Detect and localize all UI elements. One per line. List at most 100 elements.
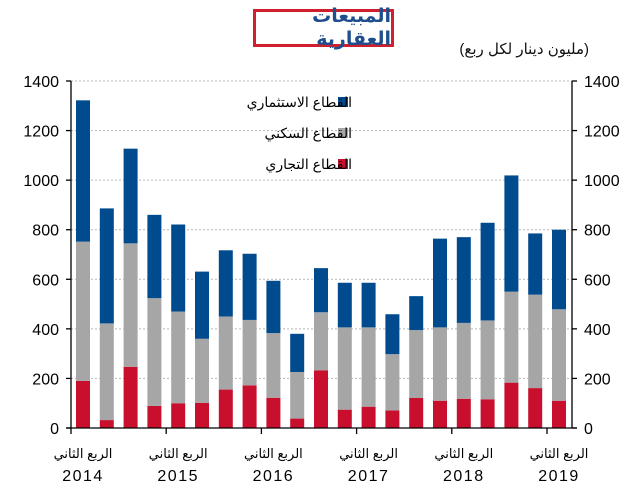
bar-segment-commercial bbox=[218, 389, 233, 428]
bar-segment-commercial bbox=[99, 420, 114, 428]
x-tick-label-year: 2015 bbox=[157, 468, 199, 485]
bar-segment-residential bbox=[385, 354, 400, 411]
bar-segment-investment bbox=[290, 333, 305, 372]
bar-segment-investment bbox=[480, 222, 495, 321]
bar-segment-residential bbox=[433, 327, 447, 401]
bar-segment-commercial bbox=[123, 366, 138, 428]
legend-swatch-investment bbox=[338, 97, 348, 107]
x-tick-label-quarter: الربع الثاني bbox=[339, 446, 398, 462]
bar-segment-investment bbox=[99, 208, 114, 324]
bar-segment-commercial bbox=[480, 399, 495, 428]
bar-segment-residential bbox=[361, 327, 376, 407]
y-tick-label-left: 1400 bbox=[23, 74, 59, 91]
bar-segment-commercial bbox=[266, 397, 281, 428]
bar-segment-investment bbox=[528, 233, 543, 295]
legend-swatch-commercial bbox=[338, 159, 348, 169]
chart-title: المبيعات العقارية bbox=[312, 6, 391, 50]
bar-segment-residential bbox=[171, 311, 186, 404]
y-tick-label-right: 400 bbox=[584, 322, 611, 339]
bars bbox=[76, 100, 566, 428]
bar-segment-commercial bbox=[552, 400, 566, 428]
y-tick-label-left: 0 bbox=[50, 421, 59, 438]
x-tick-label-year: 2017 bbox=[348, 468, 390, 485]
bar-segment-residential bbox=[290, 371, 305, 419]
bar-segment-investment bbox=[314, 268, 328, 313]
y-tick-label-right: 1400 bbox=[584, 74, 620, 91]
bar-segment-residential bbox=[218, 316, 233, 390]
legend-label-commercial: القطاع التجاري bbox=[265, 156, 352, 173]
bar-segment-residential bbox=[409, 330, 424, 399]
legend-label-residential: القطاع السكني bbox=[265, 125, 353, 142]
bar-segment-investment bbox=[123, 148, 138, 244]
bar-segment-commercial bbox=[290, 418, 305, 428]
x-tick-label-quarter: الربع الثاني bbox=[244, 446, 303, 462]
bar-segment-residential bbox=[552, 309, 566, 401]
bar-segment-commercial bbox=[385, 410, 400, 428]
bar-segment-investment bbox=[76, 100, 90, 242]
bar-segment-investment bbox=[218, 250, 233, 317]
y-tick-label-right: 200 bbox=[584, 371, 611, 388]
legend: القطاع الاستثماري القطاع السكني القطاع الت… bbox=[247, 94, 352, 173]
bar-segment-commercial bbox=[314, 370, 328, 428]
y-tick-label-left: 600 bbox=[32, 272, 59, 289]
bar-segment-investment bbox=[147, 214, 162, 299]
bar-segment-investment bbox=[409, 296, 424, 331]
x-tick-label-year: 2019 bbox=[538, 468, 580, 485]
x-tick-label-quarter: الربع الثاني bbox=[149, 446, 208, 462]
x-tick-label-year: 2014 bbox=[62, 468, 104, 485]
axes: 0 0 200 200 400 400 600 600 800 800 1000 1000 1200 12… bbox=[23, 74, 619, 485]
unit-label: (مليون دينار لكل ربع) bbox=[459, 41, 589, 58]
y-tick-label-left: 800 bbox=[32, 223, 59, 240]
bar-segment-residential bbox=[266, 333, 281, 398]
y-tick-label-left: 200 bbox=[32, 371, 59, 388]
bar-segment-residential bbox=[456, 322, 471, 399]
bar-segment-investment bbox=[504, 175, 519, 292]
bar-segment-commercial bbox=[171, 403, 186, 428]
bar-segment-investment bbox=[242, 253, 257, 320]
bar-segment-commercial bbox=[504, 382, 519, 428]
bar-segment-commercial bbox=[528, 388, 543, 428]
y-tick-label-right: 600 bbox=[584, 272, 611, 289]
bar-segment-commercial bbox=[433, 400, 447, 428]
bar-segment-commercial bbox=[361, 406, 376, 428]
bar-segment-commercial bbox=[76, 380, 90, 428]
chart-title-box: المبيعات العقارية bbox=[253, 6, 394, 50]
bar-segment-residential bbox=[314, 312, 328, 371]
x-tick-label-quarter: الربع الثاني bbox=[530, 446, 589, 462]
y-tick-label-left: 1200 bbox=[23, 124, 59, 141]
bar-segment-residential bbox=[147, 298, 162, 406]
bar-segment-commercial bbox=[409, 398, 424, 428]
y-tick-label-right: 1000 bbox=[584, 173, 620, 190]
x-tick-label-quarter: الربع الثاني bbox=[54, 446, 113, 462]
legend-label-investment: القطاع الاستثماري bbox=[247, 94, 352, 111]
bar-segment-investment bbox=[385, 314, 400, 355]
bar-segment-investment bbox=[552, 229, 566, 310]
y-tick-label-right: 800 bbox=[584, 223, 611, 240]
bar-segment-commercial bbox=[337, 409, 352, 428]
bar-segment-commercial bbox=[242, 385, 257, 428]
bar-segment-residential bbox=[123, 243, 138, 367]
bar-segment-investment bbox=[433, 238, 447, 328]
bar-segment-residential bbox=[195, 338, 209, 403]
bar-segment-commercial bbox=[195, 402, 209, 428]
bar-segment-residential bbox=[242, 319, 257, 386]
bar-segment-investment bbox=[337, 282, 352, 328]
bar-segment-investment bbox=[171, 224, 186, 312]
bar-segment-commercial bbox=[147, 405, 162, 428]
bar-segment-residential bbox=[76, 241, 90, 381]
bar-segment-residential bbox=[528, 294, 543, 389]
x-tick-label-year: 2016 bbox=[253, 468, 295, 485]
bar-segment-residential bbox=[99, 323, 114, 421]
bar-segment-investment bbox=[266, 280, 281, 334]
bar-segment-investment bbox=[361, 282, 376, 328]
y-tick-label-right: 0 bbox=[584, 421, 593, 438]
bar-segment-residential bbox=[337, 327, 352, 410]
x-tick-label-year: 2018 bbox=[443, 468, 485, 485]
y-tick-label-right: 1200 bbox=[584, 124, 620, 141]
bar-segment-commercial bbox=[456, 398, 471, 428]
legend-swatch-residential bbox=[338, 128, 348, 138]
bar-segment-investment bbox=[456, 237, 471, 323]
bar-segment-residential bbox=[504, 291, 519, 383]
y-tick-label-left: 400 bbox=[32, 322, 59, 339]
